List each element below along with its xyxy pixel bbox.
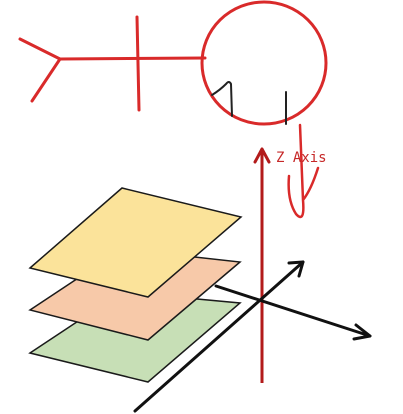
top-plane	[28, 187, 243, 298]
x-axis-arrowhead	[352, 323, 372, 341]
fish-tail-upper	[18, 37, 62, 61]
circle-face-icon	[200, 0, 328, 219]
y-axis-arrowhead	[287, 260, 305, 278]
xy-axes	[133, 260, 372, 413]
face-circle	[200, 0, 328, 126]
y-axis-line	[133, 260, 305, 413]
fish-tail-lower	[30, 57, 62, 103]
z-axis-arrowhead	[253, 147, 271, 164]
z-axis-label: Z Axis	[276, 150, 327, 166]
z-axis: Z Axis	[253, 147, 327, 383]
x-axis-line	[214, 284, 372, 338]
fish-rib	[135, 15, 141, 112]
fish-skeleton-icon	[18, 15, 207, 112]
fish-spine	[58, 56, 207, 61]
layer-stack	[28, 187, 243, 383]
face-mark-left	[211, 81, 233, 117]
tail-squiggle	[287, 123, 320, 219]
